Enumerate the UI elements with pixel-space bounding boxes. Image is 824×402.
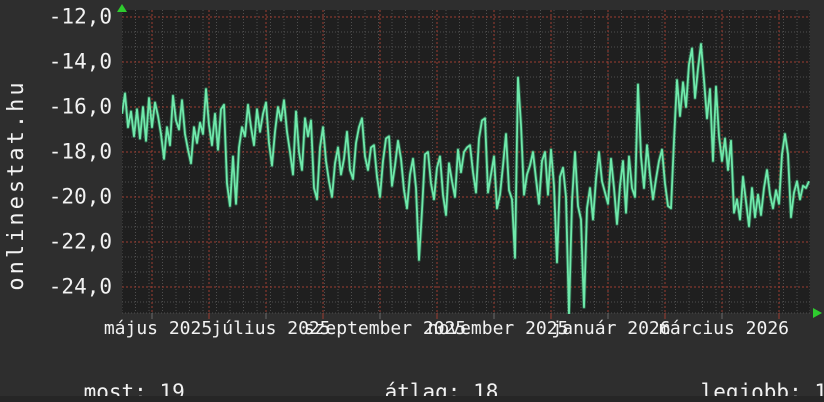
x-axis-tick-label: március 2026: [658, 318, 790, 339]
watermark-onlinestat: onlinestat.hu: [4, 79, 29, 291]
y-axis-tick-label: -16,0: [48, 94, 112, 119]
x-axis-arrow-icon: [813, 308, 822, 318]
x-axis-tick-label: január 2026: [551, 318, 671, 339]
x-axis-tick-label: november 2025: [427, 318, 569, 339]
plot-area: [122, 10, 810, 313]
bottom-edge-strip: [0, 396, 824, 402]
y-axis-tick-label: -12,0: [48, 4, 112, 29]
x-axis-tick-label: július 2025: [211, 318, 331, 339]
y-axis-tick-label: -18,0: [48, 139, 112, 164]
rank-line-series: [122, 42, 810, 314]
stat-best-value: 13: [814, 380, 824, 402]
y-axis-tick-label: -14,0: [48, 49, 112, 74]
x-axis-tick-label: május 2025: [103, 318, 213, 339]
data-line: [122, 43, 810, 314]
y-axis-tick-label: -20,0: [48, 184, 112, 209]
y-axis-tick-label: -24,0: [48, 274, 112, 299]
y-axis-arrow-icon: [117, 4, 127, 12]
x-axis-tick-label: szeptember 2025: [303, 318, 467, 339]
y-axis-tick-label: -22,0: [48, 229, 112, 254]
x-axis: [122, 312, 810, 319]
